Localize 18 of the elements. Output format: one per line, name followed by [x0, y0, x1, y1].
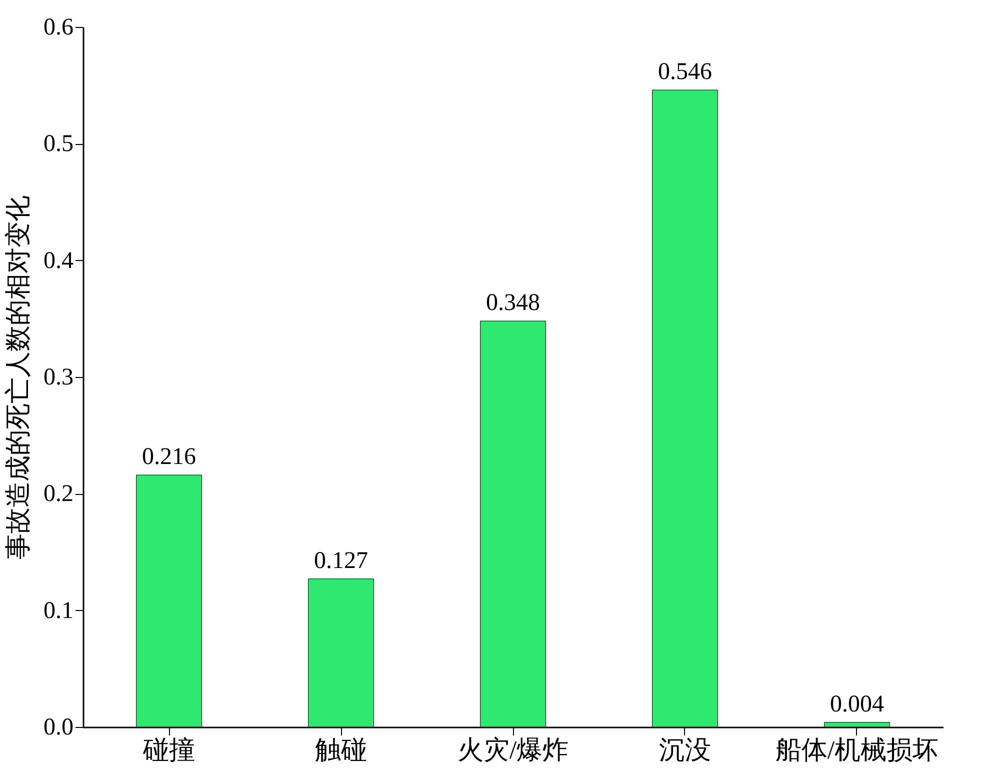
y-tick-label: 0.1: [44, 598, 74, 624]
y-tick-label: 0.0: [44, 714, 74, 740]
y-tick-label: 0.3: [44, 364, 74, 390]
data-label: 0.004: [830, 691, 884, 718]
x-tick-label: 火灾/爆炸: [457, 736, 569, 764]
x-tick-label: 碰撞: [142, 736, 195, 764]
x-tick-label: 船体/机械损坏: [775, 736, 939, 764]
x-tick-label: 沉没: [659, 736, 711, 764]
data-label: 0.216: [142, 444, 196, 470]
y-tick-label: 0.2: [44, 481, 74, 508]
y-axis-title: 事故造成的死亡人数的相对变化: [4, 196, 32, 560]
y-tick-label: 0.5: [44, 131, 74, 158]
data-label: 0.127: [314, 548, 368, 574]
x-tick-label: 触碰: [315, 736, 367, 764]
y-tick-label: 0.6: [44, 14, 74, 40]
y-tick-label: 0.4: [44, 248, 74, 274]
data-label: 0.348: [486, 290, 540, 316]
data-label: 0.546: [658, 59, 712, 85]
